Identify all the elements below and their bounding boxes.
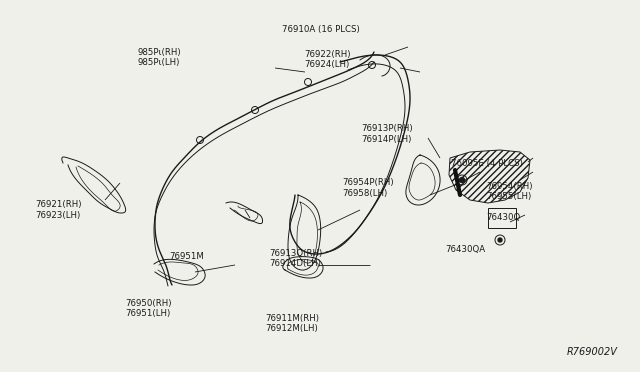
Text: 76954(RH)
76955(LH): 76954(RH) 76955(LH) (486, 182, 533, 201)
Text: 76430QA: 76430QA (445, 245, 485, 254)
Bar (488, 208, 516, 228)
Text: 985Pι(RH)
985Pι(LH): 985Pι(RH) 985Pι(LH) (138, 48, 181, 67)
Text: 76954P(RH)
76958(LH): 76954P(RH) 76958(LH) (342, 178, 394, 198)
Text: 76922(RH)
76924(LH): 76922(RH) 76924(LH) (304, 50, 351, 69)
Text: 76910A (16 PLCS): 76910A (16 PLCS) (282, 25, 359, 34)
Text: 76095E (4 PLCS): 76095E (4 PLCS) (451, 159, 523, 168)
Text: 76950(RH)
76951(LH): 76950(RH) 76951(LH) (125, 299, 172, 318)
Text: 76913Q(RH)
76914D(LH): 76913Q(RH) 76914D(LH) (269, 249, 322, 268)
Text: 76911M(RH)
76912M(LH): 76911M(RH) 76912M(LH) (266, 314, 319, 333)
Text: 76913P(RH)
76914P(LH): 76913P(RH) 76914P(LH) (362, 124, 413, 144)
Text: 76921(RH)
76923(LH): 76921(RH) 76923(LH) (35, 201, 82, 220)
Circle shape (498, 238, 502, 242)
Text: 76430Q: 76430Q (486, 213, 521, 222)
Circle shape (460, 177, 465, 183)
Text: R769002V: R769002V (567, 347, 618, 357)
Text: 76951M: 76951M (170, 252, 204, 261)
